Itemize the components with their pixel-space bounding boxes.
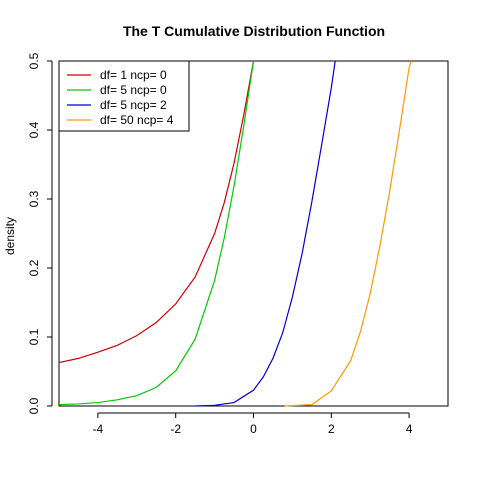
x-tick-label: 4	[406, 422, 413, 436]
legend: df= 1 ncp= 0df= 5 ncp= 0df= 5 ncp= 2df= …	[58, 60, 190, 132]
x-tick-label: 0	[250, 422, 257, 436]
legend-label-0: df= 1 ncp= 0	[100, 68, 167, 82]
series-line-3	[284, 60, 412, 407]
y-axis-label: density	[3, 217, 17, 255]
y-tick-label: 0.4	[27, 121, 41, 138]
legend-label-1: df= 5 ncp= 0	[100, 83, 167, 97]
x-tick-label: -2	[170, 422, 181, 436]
y-tick-label: 0.1	[27, 328, 41, 345]
y-tick-label: 0.3	[27, 190, 41, 207]
series-line-0	[58, 60, 255, 364]
series-layer	[58, 60, 412, 407]
axis-layer: -4 -2 0 2 4 0.0 0.1 0.2 0.3 0.4 0.5	[27, 52, 413, 436]
legend-label-2: df= 5 ncp= 2	[100, 98, 167, 112]
y-tick-label: 0.2	[27, 259, 41, 276]
y-tick-label: 0.0	[27, 397, 41, 414]
x-tick-label: -4	[93, 422, 104, 436]
legend-box	[58, 60, 190, 132]
series-line-2	[195, 60, 336, 407]
x-tick-label: 2	[328, 422, 335, 436]
y-tick-label: 0.5	[27, 52, 41, 69]
chart-title: The T Cumulative Distribution Function	[123, 23, 385, 39]
series-line-1	[58, 60, 255, 406]
legend-label-3: df= 50 ncp= 4	[100, 113, 174, 127]
